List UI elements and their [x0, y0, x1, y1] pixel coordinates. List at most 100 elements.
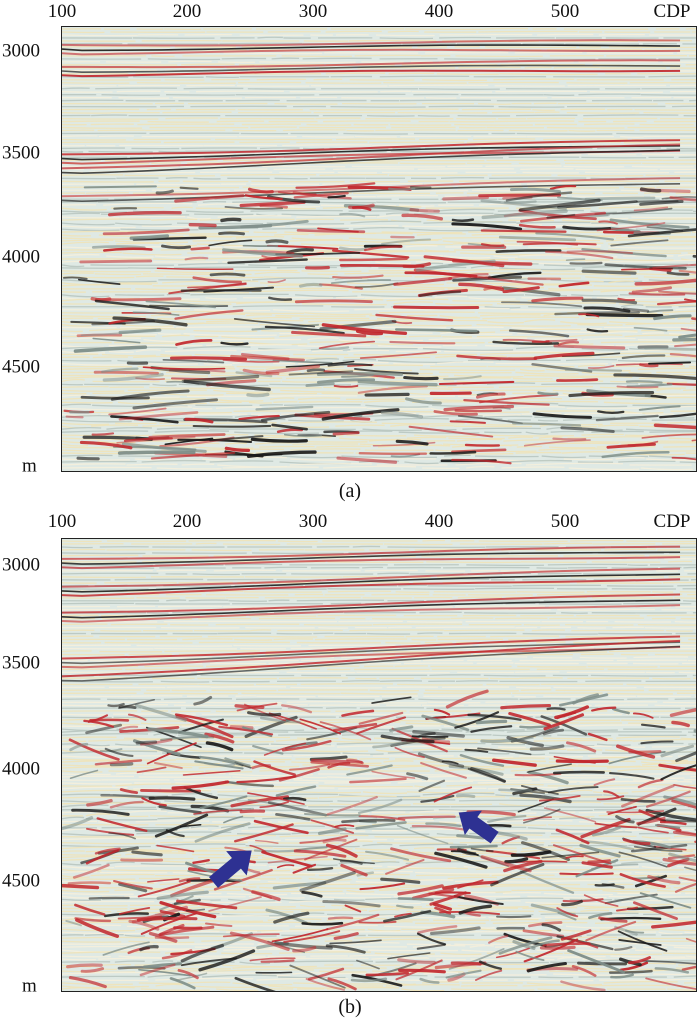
reflector-segment	[193, 809, 243, 815]
reflector-segment	[306, 368, 325, 373]
reflector-segment	[503, 859, 543, 873]
reflector-segment	[556, 907, 579, 918]
reflector-trace	[62, 132, 696, 135]
reflector-segment	[327, 194, 346, 199]
reflector-segment	[317, 827, 347, 836]
reflector-segment	[564, 368, 623, 372]
x-tick-label: 200	[172, 1, 202, 22]
reflector-segment	[416, 932, 447, 946]
reflector-segment	[294, 299, 373, 304]
reflector-segment	[616, 385, 659, 389]
arrow-icon	[209, 850, 252, 888]
reflector-segment	[519, 793, 572, 804]
reflector-segment	[531, 296, 584, 303]
reflector-segment	[613, 373, 696, 381]
reflector-segment	[341, 818, 396, 824]
reflector-segment	[442, 195, 489, 201]
reflector-segment	[610, 973, 634, 979]
reflector-segment	[301, 921, 344, 926]
reflector-segment	[102, 372, 164, 382]
reflector-segment	[558, 281, 590, 288]
reflector-segment	[213, 868, 273, 891]
y-tick-label: 3000	[2, 554, 40, 576]
reflector-segment	[380, 734, 435, 744]
reflector-segment	[117, 966, 166, 970]
reflector-trace	[62, 436, 696, 441]
reflector-segment	[346, 764, 393, 776]
reflector-segment	[601, 882, 625, 889]
reflector-segment	[193, 695, 213, 706]
reflector-segment	[418, 779, 446, 792]
y-tick-label: 3500	[2, 142, 40, 164]
reflector-segment	[591, 706, 617, 712]
x-tick-label: 100	[47, 1, 77, 22]
reflector-segment	[117, 450, 196, 455]
reflector-segment	[140, 912, 198, 935]
reflector-segment	[306, 866, 334, 872]
reflector-segment	[666, 382, 696, 386]
x-tick-label: 100	[47, 511, 77, 532]
reflector-segment	[458, 904, 493, 915]
reflector-segment	[673, 784, 696, 790]
reflector-trace	[62, 686, 696, 689]
reflector-segment	[518, 223, 556, 229]
reflector-segment	[253, 760, 296, 776]
reflector-segment	[174, 309, 244, 320]
reflector-segment	[332, 858, 375, 865]
reflector-segment	[669, 708, 696, 718]
reflector-segment	[693, 729, 696, 733]
reflector-segment	[480, 199, 567, 211]
reflector-segment	[553, 770, 605, 775]
reflector-trace	[62, 692, 696, 695]
reflector-segment	[365, 850, 410, 861]
reflector-trace	[62, 542, 696, 546]
reflector-trace	[62, 689, 696, 692]
reflector-segment	[194, 760, 244, 770]
reflector-segment	[674, 882, 696, 893]
reflector-segment	[587, 364, 615, 369]
reflector-segment	[240, 352, 290, 361]
reflector-segment	[190, 246, 210, 251]
reflector-segment	[459, 753, 505, 767]
reflector-segment	[531, 340, 550, 343]
reflector-segment	[316, 372, 403, 377]
reflector-segment	[319, 346, 350, 351]
reflector-segment	[449, 420, 486, 424]
reflector-segment	[658, 290, 696, 295]
reflector-segment	[94, 299, 170, 311]
reflector-segment	[463, 399, 550, 406]
reflector-segment	[421, 736, 451, 744]
reflector-segment	[123, 437, 173, 442]
reflector-segment	[69, 769, 99, 780]
reflector-segment	[495, 947, 530, 959]
reflector-trace	[62, 99, 696, 102]
strong-reflector	[62, 639, 681, 678]
reflector-segment	[199, 795, 248, 810]
reflector-segment	[572, 693, 600, 705]
reflector-segment	[88, 896, 130, 900]
reflector-segment	[633, 845, 683, 853]
reflector-segment	[208, 896, 262, 912]
reflector-segment	[325, 843, 358, 858]
reflector-segment	[65, 415, 84, 419]
reflector-trace	[62, 289, 696, 294]
x-tick-label: 200	[172, 511, 202, 532]
reflector-segment	[68, 738, 120, 761]
reflector-segment	[261, 850, 313, 868]
reflector-segment	[604, 893, 658, 905]
reflector-segment	[307, 967, 345, 981]
reflector-segment	[267, 279, 286, 284]
reflector-segment	[669, 353, 696, 358]
reflector-segment	[585, 920, 637, 942]
reflector-segment	[411, 735, 449, 738]
reflector-segment	[389, 725, 414, 732]
reflector-segment	[278, 768, 320, 782]
reflector-segment	[622, 838, 651, 846]
reflector-segment	[250, 437, 308, 443]
reflector-segment	[555, 828, 590, 845]
reflector-trace	[62, 54, 696, 58]
reflector-segment	[394, 328, 478, 333]
reflector-segment	[204, 732, 235, 744]
strong-reflector	[62, 545, 681, 560]
reflector-trace	[62, 623, 696, 626]
